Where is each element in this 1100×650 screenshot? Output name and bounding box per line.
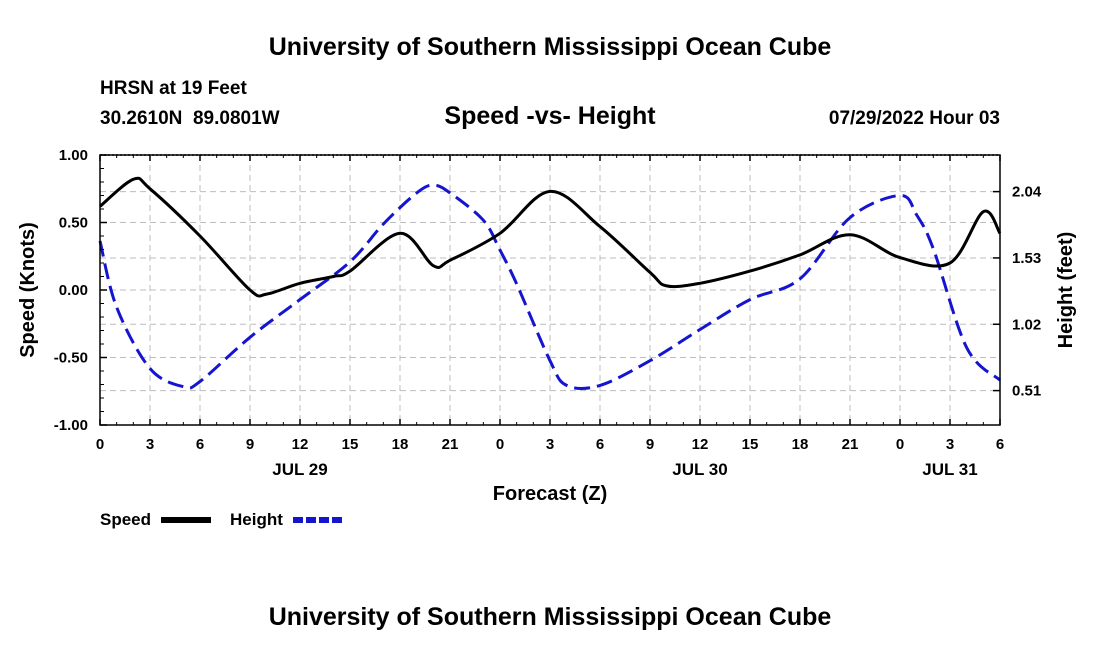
y-tick-label-right: 2.04 <box>1012 184 1042 201</box>
station-coords: 30.2610N 89.0801W <box>100 108 280 129</box>
x-tick-label: 9 <box>646 436 654 453</box>
forecast-datetime: 07/29/2022 Hour 03 <box>829 108 1000 129</box>
x-tick-label: 0 <box>896 436 904 453</box>
legend-label-height: Height <box>230 510 283 529</box>
day-label: JUL 29 <box>272 460 327 479</box>
x-tick-label: 3 <box>146 436 154 453</box>
x-tick-label: 3 <box>946 436 954 453</box>
top-title: University of Southern Mississippi Ocean… <box>269 33 832 61</box>
x-tick-label: 3 <box>546 436 554 453</box>
y-axis-right-label: Height (feet) <box>1055 232 1077 349</box>
y-tick-label-left: -0.50 <box>54 350 88 367</box>
series-line-speed <box>99 176 1002 298</box>
x-tick-label: 12 <box>692 436 709 453</box>
chart-title: Speed -vs- Height <box>444 102 656 130</box>
y-tick-label-right: 0.51 <box>1012 383 1041 400</box>
y-tick-label-left: -1.00 <box>54 417 88 434</box>
station-name: HRSN at 19 Feet <box>100 78 247 99</box>
x-tick-label: 18 <box>792 436 809 453</box>
axis-ticks: 0 3 6 9 12 15 18 21 0 3 6 9 12 15 18 21 0 3 6 JUL 29 JUL 30 J… <box>54 147 1042 479</box>
y-tick-label-right: 1.02 <box>1012 316 1041 333</box>
x-tick-label: 21 <box>842 436 859 453</box>
y-tick-label-right: 1.53 <box>1012 250 1041 267</box>
y-tick-label-left: 1.00 <box>59 147 88 164</box>
x-axis-label: Forecast (Z) <box>493 483 607 505</box>
bottom-title: University of Southern Mississippi Ocean… <box>269 603 832 631</box>
x-tick-label: 15 <box>342 436 359 453</box>
grid <box>100 155 1000 425</box>
x-tick-label: 6 <box>196 436 204 453</box>
x-tick-label: 0 <box>496 436 504 453</box>
y-tick-label-left: 0.00 <box>59 282 88 299</box>
day-label: JUL 31 <box>922 460 977 479</box>
x-tick-label: 18 <box>392 436 409 453</box>
legend-label-speed: Speed <box>100 510 151 529</box>
x-tick-label: 6 <box>996 436 1004 453</box>
series-line-height <box>98 183 1002 390</box>
y-tick-label-left: 0.50 <box>59 215 88 232</box>
x-tick-label: 6 <box>596 436 604 453</box>
x-tick-label: 9 <box>246 436 254 453</box>
x-tick-label: 21 <box>442 436 459 453</box>
x-tick-label: 12 <box>292 436 309 453</box>
x-tick-label: 15 <box>742 436 759 453</box>
day-label: JUL 30 <box>672 460 727 479</box>
series <box>98 176 1002 390</box>
x-tick-label: 0 <box>96 436 104 453</box>
y-axis-left-label: Speed (Knots) <box>17 222 39 358</box>
